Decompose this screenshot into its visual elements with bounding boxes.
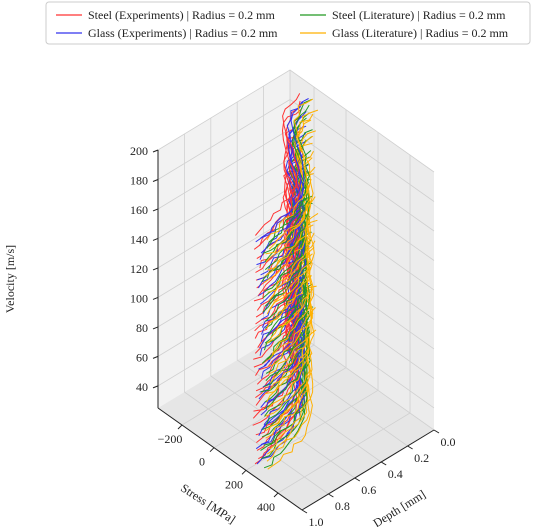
x-tick-mark-5: [301, 509, 308, 514]
grid-line-x-1: [263, 86, 408, 447]
z-tick-mark-4: [152, 267, 159, 271]
y-tick-mark-3: [273, 492, 279, 498]
legend: Steel (Experiments) | Radius = 0.2 mm Gl…: [45, 1, 531, 45]
line-1-v185: [255, 101, 304, 243]
grid-line-y-3: [277, 155, 411, 494]
y-tick-mark-1: [209, 447, 215, 453]
grid-line-x-3: [210, 118, 356, 479]
x-tick-mark-2: [380, 461, 387, 466]
velocity-axis-label: Velocity [m/s]: [3, 245, 17, 313]
line-3-v170: [267, 130, 317, 271]
z-tick-mark-5: [152, 237, 159, 241]
z-tick-mark-2: [152, 326, 159, 330]
line-0-v190: [255, 93, 301, 236]
y-tick-label-0: −200: [158, 432, 183, 446]
x-tick-label-2: 0.4: [388, 467, 403, 481]
line-3-v190: [266, 98, 314, 241]
z-tick-mark-6: [152, 208, 159, 212]
grid-line-y-0: [181, 87, 315, 426]
y-tick-label-2: 200: [225, 477, 243, 491]
legend-box: [45, 1, 531, 45]
z-tick-label-2: 80: [136, 321, 148, 335]
x-tick-label-1: 0.2: [414, 451, 429, 465]
line-2-v95: [265, 239, 312, 381]
x-tick-label-3: 0.6: [361, 483, 376, 497]
line-3-v180: [265, 113, 314, 255]
z-tick-mark-3: [152, 296, 159, 300]
z-tick-label-4: 120: [130, 262, 148, 276]
z-tick-label-7: 180: [130, 173, 148, 187]
y-tick-mark-0: [177, 424, 183, 430]
z-tick-label-6: 160: [130, 203, 148, 217]
z-tick-mark-0: [152, 385, 159, 389]
grid-line-x-2: [236, 102, 382, 463]
x-tick-label-5: 1.0: [309, 515, 324, 527]
line-3-v145: [270, 166, 316, 310]
x-tick-label-4: 0.8: [335, 499, 350, 513]
z-tick-mark-8: [152, 149, 159, 153]
line-2-v160: [261, 139, 307, 283]
pane-layer: [158, 70, 434, 510]
line-2-v190: [268, 99, 312, 243]
axis-layer: 40 60 80 100 120 140 160 180 200 −200 0 200 400 0.0 0.…: [3, 144, 456, 527]
legend-label-1: Glass (Experiments) | Radius = 0.2 mm: [88, 26, 278, 40]
depth-axis-line: [301, 429, 435, 511]
z-tick-label-0: 40: [136, 380, 148, 394]
z-tick-mark-7: [152, 179, 159, 182]
legend-label-0: Steel (Experiments) | Radius = 0.2 mm: [88, 8, 275, 22]
back-pane: [290, 70, 434, 430]
series-layer: [252, 93, 319, 470]
x-tick-mark-3: [354, 477, 361, 482]
grid-line-y-1: [213, 109, 347, 449]
z-tick-label-3: 100: [130, 291, 148, 305]
legend-label-3: Glass (Literature) | Radius = 0.2 mm: [332, 26, 509, 40]
line-3-v185: [268, 109, 319, 250]
line-3-v175: [265, 119, 312, 262]
y-tick-label-3: 400: [257, 500, 275, 514]
x-tick-label-0: 0.0: [441, 435, 456, 449]
legend-label-2: Steel (Literature) | Radius = 0.2 mm: [332, 8, 506, 22]
x-tick-mark-1: [407, 445, 413, 450]
x-tick-mark-4: [328, 493, 334, 498]
line-3-v65: [269, 285, 317, 428]
y-tick-mark-2: [241, 469, 247, 475]
grid-line-y-2: [245, 132, 379, 471]
y-tick-label-1: 0: [199, 455, 205, 469]
z-tick-label-8: 200: [130, 144, 148, 158]
x-tick-mark-0: [433, 429, 440, 434]
z-tick-mark-1: [152, 355, 159, 359]
depth-axis-label: Depth [mm]: [371, 487, 428, 527]
z-tick-label-1: 60: [136, 350, 148, 364]
floor-pane: [158, 328, 434, 510]
line-1-v190: [260, 98, 309, 239]
z-tick-label-5: 140: [130, 232, 148, 246]
